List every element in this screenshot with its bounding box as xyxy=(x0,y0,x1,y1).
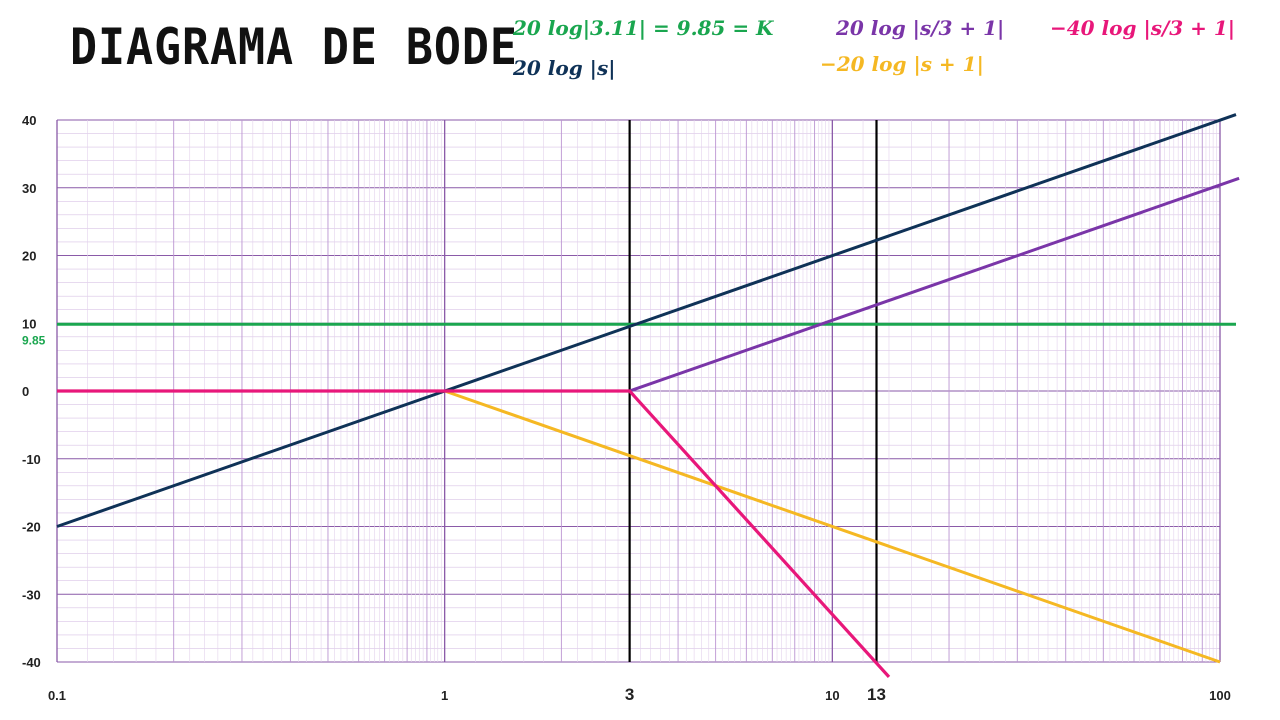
x-tick-label: 10 xyxy=(825,688,839,703)
series-lines xyxy=(56,113,1240,678)
x-tick-label: 1 xyxy=(441,688,448,703)
x-tick-label: 100 xyxy=(1209,688,1231,703)
k-value-label: 9.85 xyxy=(22,333,46,347)
y-tick-label: 20 xyxy=(22,249,36,264)
legend-s: 20 log |s| xyxy=(513,56,616,80)
y-tick-label: 30 xyxy=(22,181,36,196)
series-s3p xyxy=(629,176,1240,393)
legend-s1: −20 log |s + 1| xyxy=(820,52,984,76)
legend-s3-minus: −40 log |s/3 + 1| xyxy=(1050,16,1236,40)
x-tick-label: 13 xyxy=(867,685,886,704)
series-s xyxy=(56,113,1237,528)
chart-title: DIAGRAMA DE BODE xyxy=(70,18,518,76)
y-tick-label: -30 xyxy=(22,587,41,602)
y-tick-label: -40 xyxy=(22,655,41,670)
legend-s3-plus: 20 log |s/3 + 1| xyxy=(836,16,1005,40)
y-tick-label: -20 xyxy=(22,520,41,535)
series-s3m xyxy=(57,389,891,678)
legend-k: 20 log|3.11| = 9.85 = K xyxy=(513,16,774,40)
y-tick-label: 40 xyxy=(22,113,36,128)
x-tick-label: 3 xyxy=(625,685,634,704)
y-tick-label: -10 xyxy=(22,452,41,467)
x-tick-label: 0.1 xyxy=(48,688,66,703)
y-tick-label: 10 xyxy=(22,316,36,331)
y-tick-label: 0 xyxy=(22,384,29,399)
